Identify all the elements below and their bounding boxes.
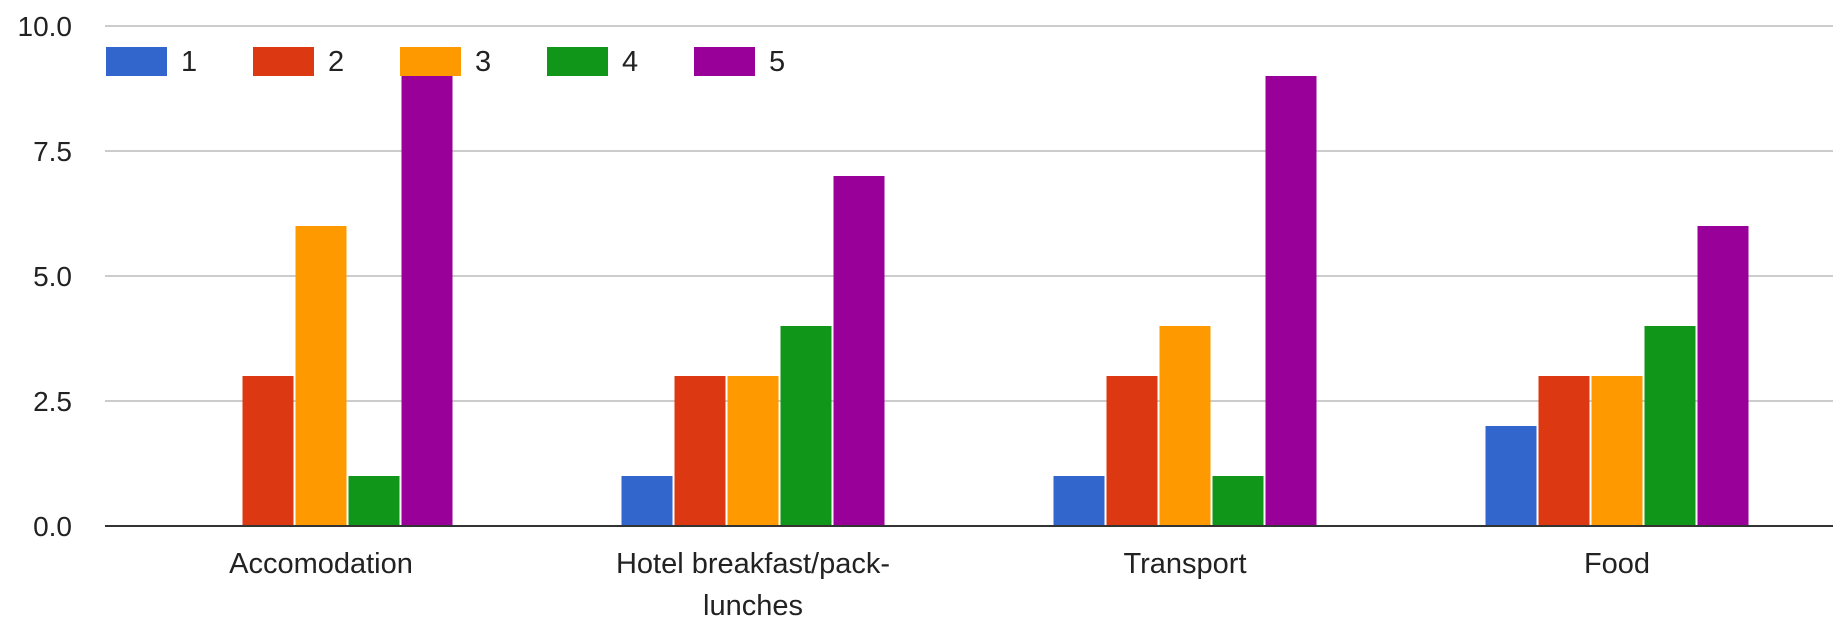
bar xyxy=(780,326,832,526)
x-category-label: Transport xyxy=(1123,548,1246,580)
y-tick-label: 7.5 xyxy=(33,136,72,167)
x-category-label: lunches xyxy=(703,590,803,618)
bar xyxy=(401,76,453,526)
bar xyxy=(1053,476,1105,526)
legend-swatch xyxy=(547,47,608,76)
y-tick-label: 0.0 xyxy=(33,511,72,542)
bar xyxy=(833,176,885,526)
bars xyxy=(242,76,1749,526)
bar xyxy=(242,376,294,526)
legend-label: 1 xyxy=(181,46,197,78)
y-tick-label: 5.0 xyxy=(33,261,72,292)
legend-swatch xyxy=(253,47,314,76)
legend-swatch xyxy=(106,47,167,76)
bar xyxy=(1644,326,1696,526)
legend-swatch xyxy=(694,47,755,76)
bar xyxy=(1265,76,1317,526)
bar xyxy=(1212,476,1264,526)
y-tick-label: 10.0 xyxy=(18,11,73,42)
bar xyxy=(348,476,400,526)
y-tick-label: 2.5 xyxy=(33,386,72,417)
bar xyxy=(621,476,673,526)
y-axis-ticks: 0.0 2.5 5.0 7.5 10.0 xyxy=(18,11,73,542)
bar xyxy=(295,226,347,526)
x-category-label: Hotel breakfast/pack- xyxy=(616,548,890,580)
legend-label: 2 xyxy=(328,46,344,78)
x-axis-labels: Accomodation Hotel breakfast/pack-lunches… xyxy=(229,548,1650,618)
legend-label: 3 xyxy=(475,46,491,78)
legend-label: 5 xyxy=(769,46,785,78)
legend-label: 4 xyxy=(622,46,638,78)
bar xyxy=(1485,426,1537,526)
bar xyxy=(1159,326,1211,526)
legend: 1 2 3 4 5 xyxy=(106,46,785,78)
bar xyxy=(1591,376,1643,526)
gridlines xyxy=(105,25,1833,402)
bar xyxy=(1697,226,1749,526)
legend-swatch xyxy=(400,47,461,76)
x-category-label: Food xyxy=(1584,548,1650,580)
x-category-label: Accomodation xyxy=(229,548,413,580)
bar xyxy=(1106,376,1158,526)
bar xyxy=(1538,376,1590,526)
bar xyxy=(674,376,726,526)
bar xyxy=(727,376,779,526)
